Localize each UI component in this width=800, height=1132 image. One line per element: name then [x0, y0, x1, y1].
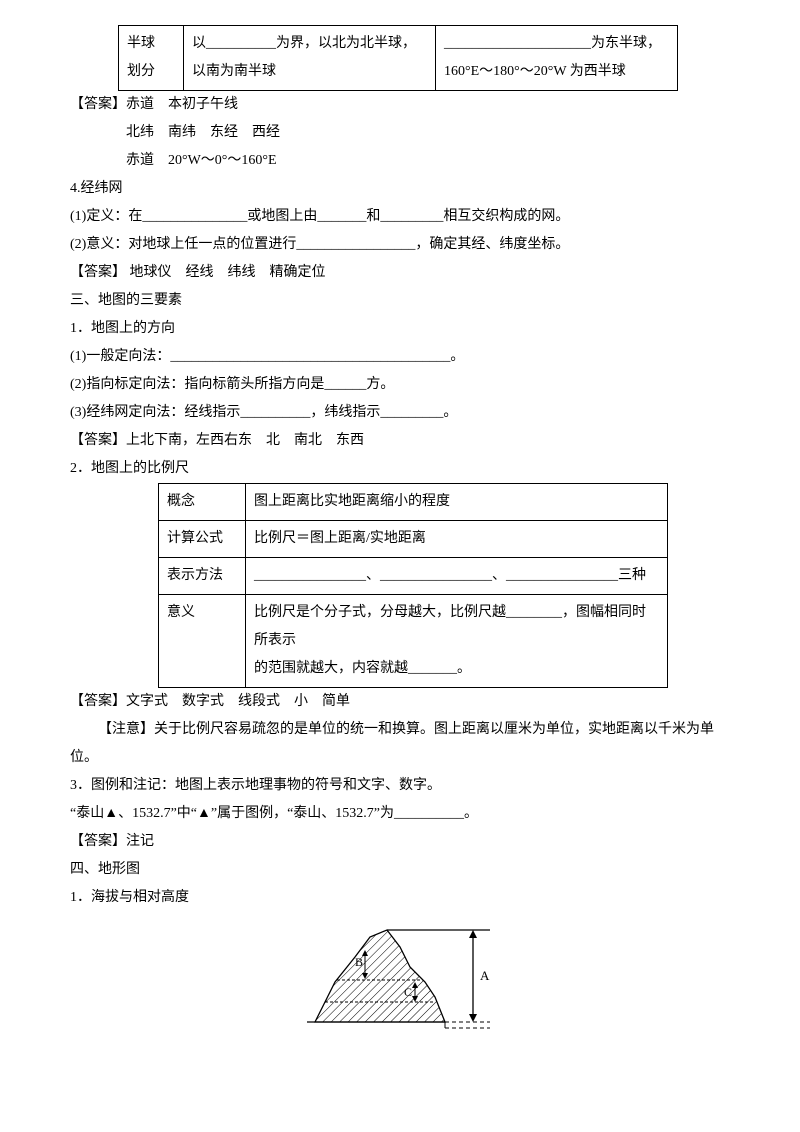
example-text: “泰山▲、1532.7”中“▲”属于图例，“泰山、1532.7”为_______…	[70, 800, 730, 828]
diagram-label-c: C	[404, 985, 412, 999]
cell: 的范围就越大，内容就越_______。	[254, 661, 471, 676]
cell: 计算公式	[159, 521, 246, 558]
cell: 表示方法	[159, 558, 246, 595]
answer-text: 北纬 南纬 东经 西经	[126, 125, 280, 140]
note-text: 位。	[70, 744, 730, 772]
cell: 划分	[127, 64, 155, 79]
cell: 半球	[127, 36, 155, 51]
note-label: 【注意】	[70, 722, 154, 737]
cell: 160°E～180°～20°W 为西半球	[444, 64, 626, 79]
cell: 以__________为界，以北为北半球，	[192, 36, 416, 51]
question-line: (2)指向标定向法：指向标箭头所指方向是______方。	[70, 371, 730, 399]
subsection-heading: 1．海拔与相对高度	[70, 884, 730, 912]
question-line: (1)定义：在_______________或地图上由_______和_____…	[70, 203, 730, 231]
cell: _____________________为东半球，	[444, 36, 661, 51]
answer-text: 赤道 20°W～0°～160°E	[126, 153, 277, 168]
answer-line: 【答案】上北下南，左西右东 北 南北 东西	[70, 427, 730, 455]
diagram-label-a: A	[480, 968, 490, 983]
scale-table: 概念 图上距离比实地距离缩小的程度 计算公式 比例尺＝图上距离/实地距离 表示方…	[158, 483, 668, 688]
cell: ________________、________________、______…	[246, 558, 668, 595]
cell: 以南为南半球	[192, 64, 276, 79]
question-line: (2)意义：对地球上任一点的位置进行_________________，确定其经…	[70, 231, 730, 259]
section-heading: 4.经纬网	[70, 175, 730, 203]
answer-line: 【答案】文字式 数字式 线段式 小 简单	[70, 688, 730, 716]
subsection-text: 3．图例和注记：地图上表示地理事物的符号和文字、数字。	[70, 772, 730, 800]
cell: 比例尺＝图上距离/实地距离	[246, 521, 668, 558]
note-text: 关于比例尺容易疏忽的是单位的统一和换算。图上距离以厘米为单位，实地距离以千米为单	[154, 722, 714, 737]
cell: 意义	[159, 595, 246, 688]
answer-line: 【答案】注记	[70, 828, 730, 856]
diagram-label-b: B	[355, 955, 363, 969]
question-line: (1)一般定向法：_______________________________…	[70, 343, 730, 371]
subsection-heading: 2．地图上的比例尺	[70, 455, 730, 483]
cell: 比例尺是个分子式，分母越大，比例尺越________，图幅相同时所表示	[254, 605, 646, 648]
question-line: (3)经纬网定向法：经线指示__________，纬线指示_________。	[70, 399, 730, 427]
subsection-heading: 1．地图上的方向	[70, 315, 730, 343]
answer-text: 赤道 本初子午线	[126, 97, 238, 112]
answer-line: 【答案】 地球仪 经线 纬线 精确定位	[70, 259, 730, 287]
cell: 图上距离比实地距离缩小的程度	[246, 484, 668, 521]
section-heading: 四、地形图	[70, 856, 730, 884]
hemisphere-table: 半球 划分 以__________为界，以北为北半球， 以南为南半球 _____…	[118, 25, 678, 91]
section-heading: 三、地图的三要素	[70, 287, 730, 315]
cell: 概念	[159, 484, 246, 521]
terrain-diagram: A B C	[295, 922, 505, 1037]
answer-label: 【答案】	[70, 97, 126, 112]
